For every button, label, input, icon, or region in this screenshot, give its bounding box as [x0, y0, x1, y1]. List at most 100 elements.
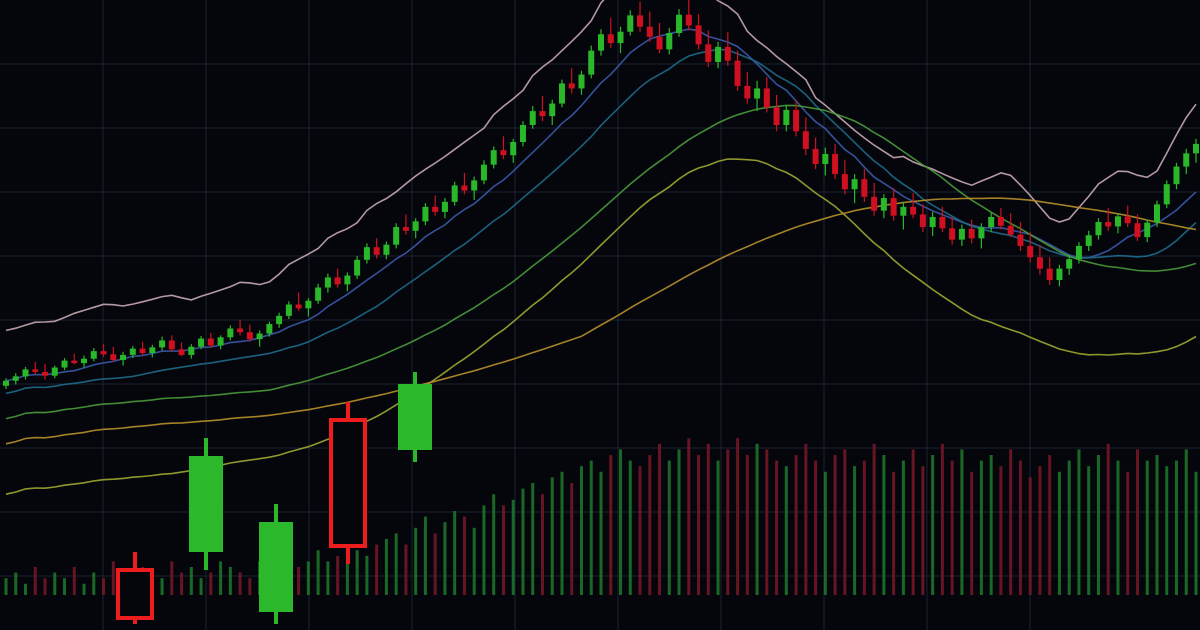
volume-bar: [1174, 460, 1178, 595]
candle-body: [598, 34, 604, 51]
candle-body: [529, 111, 536, 125]
volume-bar: [619, 449, 623, 595]
candle-body: [588, 50, 595, 75]
candle-body: [227, 328, 234, 338]
candle-body: [451, 185, 458, 202]
candle-body: [549, 103, 556, 117]
candle-body: [42, 371, 49, 376]
candle-body: [851, 179, 858, 190]
candle-body: [578, 74, 585, 89]
candle-body: [871, 196, 878, 211]
volume-bar: [814, 460, 818, 595]
volume-bar: [784, 466, 788, 595]
volume-bar: [892, 471, 896, 595]
volume-bar: [384, 539, 388, 595]
volume-bar: [1087, 466, 1091, 595]
volume-bar: [345, 544, 349, 595]
candles: [3, 0, 1199, 389]
candle-body: [237, 328, 244, 333]
candle-body: [754, 88, 761, 99]
candle-body: [285, 304, 292, 316]
volume-bar: [92, 572, 96, 595]
volume-bar: [297, 567, 301, 595]
volume-bar: [365, 555, 369, 595]
candle-body: [1124, 216, 1131, 224]
candle-body: [1036, 257, 1043, 269]
volume-bar: [404, 544, 408, 595]
volume-bar: [492, 494, 496, 595]
candle-body: [997, 216, 1004, 226]
candle-body: [315, 287, 322, 301]
volume-bar: [1165, 466, 1169, 595]
ma_orange-line: [5, 197, 1197, 445]
candle-body: [734, 60, 741, 86]
volume-bar: [531, 483, 535, 595]
ma_green-line: [5, 104, 1197, 420]
candle-body: [461, 185, 468, 191]
candle-body: [373, 247, 380, 255]
volume-bar: [1194, 471, 1198, 595]
volume-bar: [960, 449, 964, 595]
candle-body: [441, 201, 448, 212]
candle-body: [988, 216, 995, 228]
candle-body: [12, 376, 19, 381]
candle-body: [783, 109, 790, 125]
candle-body: [344, 275, 351, 285]
candle-body: [978, 227, 985, 239]
volume-bar: [1116, 460, 1120, 595]
candle-body: [929, 216, 936, 228]
candle-body: [822, 153, 829, 165]
candle-body: [1075, 245, 1082, 260]
candle-body: [198, 338, 205, 347]
volume-bar: [794, 455, 798, 595]
candle-body: [715, 46, 722, 62]
volume-bar: [667, 460, 671, 595]
volume-bar: [550, 477, 554, 595]
candle-body: [1056, 268, 1063, 280]
candle-body: [968, 228, 975, 239]
candle-body: [607, 34, 614, 44]
volume-bar: [423, 516, 427, 595]
candle-body: [266, 324, 273, 334]
candle-body: [763, 88, 770, 108]
candle-body: [149, 347, 156, 354]
candle-body: [168, 340, 175, 350]
candle-body: [178, 349, 185, 355]
volume-bar: [1145, 460, 1149, 595]
moving-average-lines: [5, 0, 1197, 495]
volume-bar: [180, 572, 184, 595]
candle-body: [90, 351, 97, 359]
ma_teal-line: [5, 48, 1197, 395]
candle-body: [637, 15, 644, 27]
candle-body: [51, 367, 58, 376]
candle-body: [422, 206, 429, 222]
candle-body: [393, 227, 400, 245]
volume-bar: [219, 561, 223, 595]
candle-body: [334, 277, 341, 285]
candle-body: [1134, 223, 1141, 238]
candle-body: [510, 141, 517, 156]
candle-body: [958, 228, 965, 240]
volume-bar: [228, 567, 232, 595]
volume-bar: [1096, 455, 1100, 595]
volume-bar: [882, 455, 886, 595]
volume-bar: [1048, 455, 1052, 595]
candle-body: [919, 214, 926, 228]
candle-body: [900, 206, 907, 216]
candle-body: [949, 228, 956, 240]
candle-body: [500, 150, 507, 156]
volume-bar: [238, 572, 242, 595]
candle-body: [646, 26, 653, 37]
foreground-candle-body: [259, 522, 293, 612]
candle-body: [1193, 143, 1199, 154]
volume-bar: [53, 572, 57, 595]
volume-bar: [433, 533, 437, 595]
candle-body: [617, 31, 624, 44]
volume-bar: [170, 561, 174, 595]
volume-bar: [1067, 460, 1071, 595]
candle-body: [1046, 268, 1053, 280]
candle-body: [61, 360, 68, 368]
candle-body: [1163, 184, 1170, 205]
volume-bar: [316, 550, 320, 595]
